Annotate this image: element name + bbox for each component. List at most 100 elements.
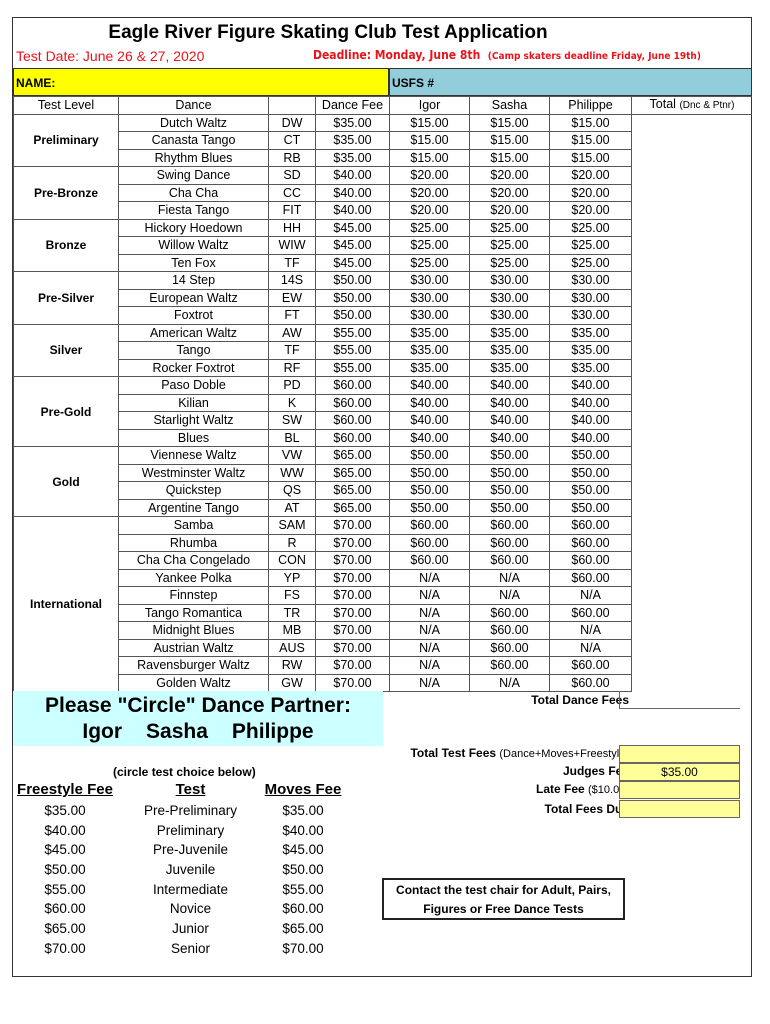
total-cell[interactable] [631, 341, 752, 359]
dance-abbr[interactable]: YP [268, 568, 316, 587]
dance-abbr[interactable]: MB [268, 621, 316, 640]
dance-abbr[interactable]: GW [268, 673, 316, 692]
total-cell[interactable] [631, 219, 752, 237]
dance-name[interactable]: Blues [118, 428, 269, 447]
total-cell[interactable] [631, 394, 752, 412]
total-cell[interactable] [631, 621, 752, 639]
partner-igor[interactable]: Igor [82, 720, 123, 743]
dance-name[interactable]: Willow Waltz [118, 236, 269, 255]
total-cell[interactable] [631, 201, 752, 219]
total-cell[interactable] [631, 481, 752, 499]
test-option[interactable]: Senior [170, 940, 211, 956]
test-option[interactable]: Pre-Juvenile [152, 842, 229, 858]
dance-name[interactable]: Viennese Waltz [118, 446, 269, 465]
dance-name[interactable]: Samba [118, 516, 269, 535]
test-option[interactable]: Intermediate [152, 881, 229, 897]
total-cell[interactable] [631, 411, 752, 429]
dance-name[interactable]: Midnight Blues [118, 621, 269, 640]
total-cell[interactable] [631, 166, 752, 184]
dance-abbr[interactable]: CT [268, 131, 316, 150]
total-cell[interactable] [631, 586, 752, 604]
total-cell[interactable] [631, 376, 752, 394]
dance-abbr[interactable]: AUS [268, 638, 316, 657]
test-option[interactable]: Junior [172, 921, 209, 937]
total-cell[interactable] [631, 569, 752, 587]
dance-name[interactable]: Rocker Foxtrot [118, 358, 269, 377]
dance-abbr[interactable]: WIW [268, 236, 316, 255]
dance-abbr[interactable]: TR [268, 603, 316, 622]
dance-name[interactable]: Swing Dance [118, 166, 269, 185]
total-test-fees-field[interactable] [619, 745, 740, 763]
dance-name[interactable]: American Waltz [118, 323, 269, 342]
dance-abbr[interactable]: K [268, 393, 316, 412]
name-field[interactable]: NAME: [13, 68, 389, 96]
partner-philippe[interactable]: Philippe [231, 720, 314, 743]
total-cell[interactable] [631, 674, 752, 692]
dance-name[interactable]: 14 Step [118, 271, 269, 290]
total-cell[interactable] [631, 114, 752, 132]
dance-name[interactable]: Canasta Tango [118, 131, 269, 150]
dance-abbr[interactable]: CC [268, 183, 316, 202]
total-fees-due-field[interactable] [619, 800, 740, 818]
dance-abbr[interactable]: FS [268, 586, 316, 605]
test-option[interactable]: Juvenile [165, 862, 216, 878]
test-option[interactable]: Pre-Preliminary [143, 803, 238, 818]
total-cell[interactable] [631, 656, 752, 674]
total-cell[interactable] [631, 236, 752, 254]
dance-name[interactable]: Cha Cha [118, 183, 269, 202]
total-cell[interactable] [631, 131, 752, 149]
total-cell[interactable] [631, 516, 752, 534]
dance-name[interactable]: Quickstep [118, 481, 269, 500]
dance-abbr[interactable]: 14S [268, 271, 316, 290]
dance-abbr[interactable]: HH [268, 218, 316, 237]
dance-name[interactable]: Fiesta Tango [118, 201, 269, 220]
dance-abbr[interactable]: EW [268, 288, 316, 307]
dance-name[interactable]: Finnstep [118, 586, 269, 605]
total-cell[interactable] [631, 429, 752, 447]
late-fee-field[interactable] [619, 781, 740, 799]
test-option[interactable]: Preliminary [156, 822, 225, 838]
dance-name[interactable]: Dutch Waltz [118, 113, 269, 132]
dance-abbr[interactable]: FIT [268, 201, 316, 220]
dance-abbr[interactable]: SD [268, 166, 316, 185]
dance-name[interactable]: Rhythm Blues [118, 148, 269, 167]
total-cell[interactable] [631, 446, 752, 464]
dance-abbr[interactable]: CON [268, 551, 316, 570]
dance-name[interactable]: Kilian [118, 393, 269, 412]
total-cell[interactable] [631, 551, 752, 569]
test-option[interactable]: Novice [169, 901, 212, 917]
dance-abbr[interactable]: RB [268, 148, 316, 167]
dance-abbr[interactable]: BL [268, 428, 316, 447]
total-cell[interactable] [631, 149, 752, 167]
dance-abbr[interactable]: PD [268, 376, 316, 395]
total-cell[interactable] [631, 534, 752, 552]
dance-name[interactable]: Tango Romantica [118, 603, 269, 622]
dance-abbr[interactable]: RW [268, 656, 316, 675]
dance-name[interactable]: Ravensburger Waltz [118, 656, 269, 675]
dance-name[interactable]: Cha Cha Congelado [118, 551, 269, 570]
total-cell[interactable] [631, 359, 752, 377]
dance-abbr[interactable]: TF [268, 253, 316, 272]
dance-abbr[interactable]: DW [268, 113, 316, 132]
total-cell[interactable] [631, 254, 752, 272]
dance-name[interactable]: Hickory Hoedown [118, 218, 269, 237]
total-cell[interactable] [631, 639, 752, 657]
usfs-field[interactable]: USFS # [389, 68, 752, 96]
total-cell[interactable] [631, 499, 752, 517]
total-dance-fees-field[interactable] [619, 691, 740, 709]
dance-name[interactable]: Argentine Tango [118, 498, 269, 517]
dance-abbr[interactable]: SAM [268, 516, 316, 535]
dance-name[interactable]: Starlight Waltz [118, 411, 269, 430]
dance-name[interactable]: European Waltz [118, 288, 269, 307]
dance-abbr[interactable]: QS [268, 481, 316, 500]
total-cell[interactable] [631, 464, 752, 482]
dance-name[interactable]: Tango [118, 341, 269, 360]
dance-abbr[interactable]: SW [268, 411, 316, 430]
total-cell[interactable] [631, 289, 752, 307]
dance-name[interactable]: Rhumba [118, 533, 269, 552]
dance-abbr[interactable]: FT [268, 306, 316, 325]
partner-sasha[interactable]: Sasha [146, 720, 208, 743]
dance-abbr[interactable]: VW [268, 446, 316, 465]
dance-abbr[interactable]: AT [268, 498, 316, 517]
dance-name[interactable]: Yankee Polka [118, 568, 269, 587]
